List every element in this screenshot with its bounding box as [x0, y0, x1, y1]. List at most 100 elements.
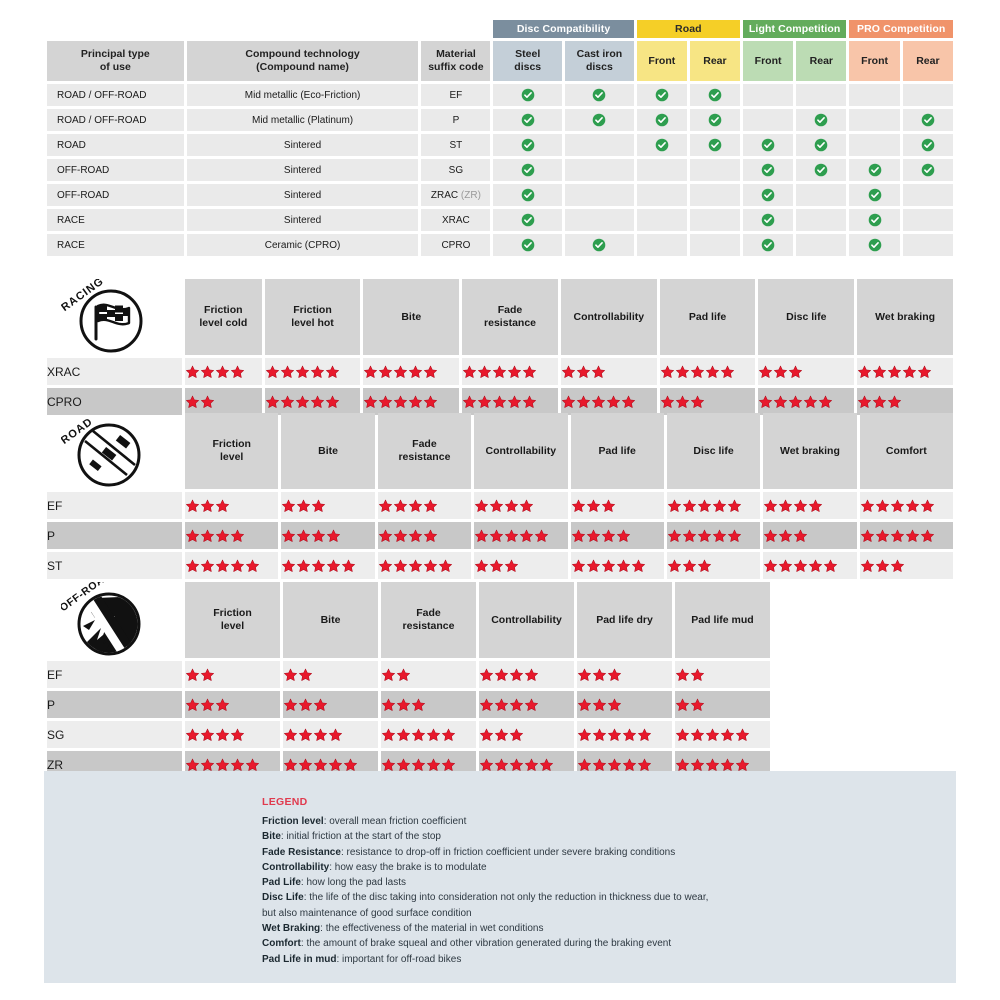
row-label: EF: [47, 492, 182, 519]
star-icon: [608, 758, 621, 771]
star-icon: [903, 365, 917, 378]
col-header-1: Friction level hot: [264, 279, 361, 355]
star-icon: [438, 559, 452, 572]
star-icon: [186, 758, 199, 771]
star-icon: [329, 728, 342, 741]
cell-mark-castiron: [565, 209, 634, 231]
cell-mark-road_front: [636, 84, 687, 106]
star-icon: [520, 499, 534, 512]
cell-compound: Ceramic (CPRO): [186, 234, 419, 256]
cell-type: RACE: [47, 209, 184, 231]
rating-cell-6: [758, 388, 855, 415]
check-icon: [815, 113, 828, 127]
cell-mark-road_rear: [689, 184, 740, 206]
section-icon-cell: OFF-ROAD: [47, 582, 182, 658]
cell-suffix: ST: [421, 134, 491, 156]
star-icon: [918, 365, 932, 378]
star-icon: [706, 758, 719, 771]
star-icon: [571, 529, 585, 542]
cell-type: OFF-ROAD: [47, 159, 184, 181]
star-icon: [520, 529, 534, 542]
star-icon: [705, 365, 719, 378]
rating-cell-6: [763, 522, 857, 549]
star-icon: [675, 395, 689, 408]
section-header-row: ROAD Friction level Bite Fade resistance Contr…: [47, 413, 953, 489]
star-icon: [601, 529, 615, 542]
star-icon: [571, 559, 585, 572]
star-icon: [819, 395, 833, 408]
star-icon: [329, 758, 342, 771]
star-icon: [382, 698, 395, 711]
star-icon: [779, 559, 793, 572]
cell-type: ROAD: [47, 134, 184, 156]
star-icon: [475, 559, 489, 572]
rating-cell-1: [264, 388, 361, 415]
star-icon: [393, 529, 407, 542]
star-icon: [858, 395, 872, 408]
star-icon: [364, 365, 378, 378]
check-icon: [655, 88, 669, 102]
section-icon-cell: ROAD: [47, 413, 182, 489]
star-icon: [920, 529, 934, 542]
cell-mark-road_front: [636, 234, 687, 256]
star-icon: [246, 758, 259, 771]
cell-mark-steel: [493, 209, 563, 231]
star-icon: [409, 395, 423, 408]
star-icon: [186, 559, 199, 572]
star-icon: [201, 758, 214, 771]
table-row: OFF-ROAD Sintered ZRAC (ZR): [47, 184, 953, 206]
check-icon: [521, 238, 535, 252]
col-header-0: Friction level: [185, 413, 279, 489]
rating-cell-2: [363, 388, 460, 415]
cell-suffix: SG: [421, 159, 491, 181]
rating-cell-0: [185, 691, 280, 718]
col-header-1: Bite: [281, 413, 375, 489]
star-icon: [186, 529, 199, 542]
cell-suffix: P: [421, 109, 491, 131]
col-header-road_front: Front: [636, 41, 687, 81]
cell-mark-lc_rear: [796, 234, 847, 256]
cell-mark-road_front: [636, 159, 687, 181]
star-icon: [394, 365, 408, 378]
star-icon: [888, 395, 902, 408]
check-icon: [593, 88, 606, 102]
cell-mark-road_front: [636, 134, 687, 156]
star-icon: [280, 395, 294, 408]
star-icon: [312, 559, 326, 572]
cell-mark-lc_front: [742, 234, 794, 256]
star-icon: [378, 499, 392, 512]
star-icon: [397, 728, 410, 741]
star-icon: [216, 365, 229, 378]
rating-cell-5: [675, 721, 770, 748]
cell-mark-lc_front: [742, 134, 794, 156]
rating-cell-1: [281, 492, 375, 519]
star-icon: [408, 559, 422, 572]
star-icon: [231, 758, 244, 771]
rating-cell-0: [185, 358, 262, 385]
star-icon: [393, 559, 407, 572]
group-header-disc: Disc Compatibility: [493, 20, 634, 38]
star-icon: [875, 559, 889, 572]
star-icon: [691, 728, 704, 741]
group-header-pro: PRO Competition: [849, 20, 953, 38]
cell-mark-steel: [493, 84, 563, 106]
star-icon: [495, 668, 508, 681]
star-icon: [201, 698, 214, 711]
table-row: EF: [47, 492, 953, 519]
check-icon: [761, 138, 775, 152]
star-icon: [608, 668, 621, 681]
row-label: CPRO: [47, 388, 182, 415]
star-icon: [727, 499, 741, 512]
check-icon: [655, 113, 669, 127]
rating-cell-3: [462, 388, 558, 415]
cell-mark-lc_front: [742, 159, 794, 181]
star-icon: [231, 728, 244, 741]
star-icon: [344, 758, 357, 771]
star-icon: [505, 559, 519, 572]
star-icon: [875, 529, 889, 542]
star-icon: [408, 529, 422, 542]
rating-cell-4: [570, 522, 664, 549]
star-icon: [246, 559, 259, 572]
star-icon: [697, 559, 711, 572]
cell-type: ROAD / OFF-ROAD: [47, 109, 184, 131]
